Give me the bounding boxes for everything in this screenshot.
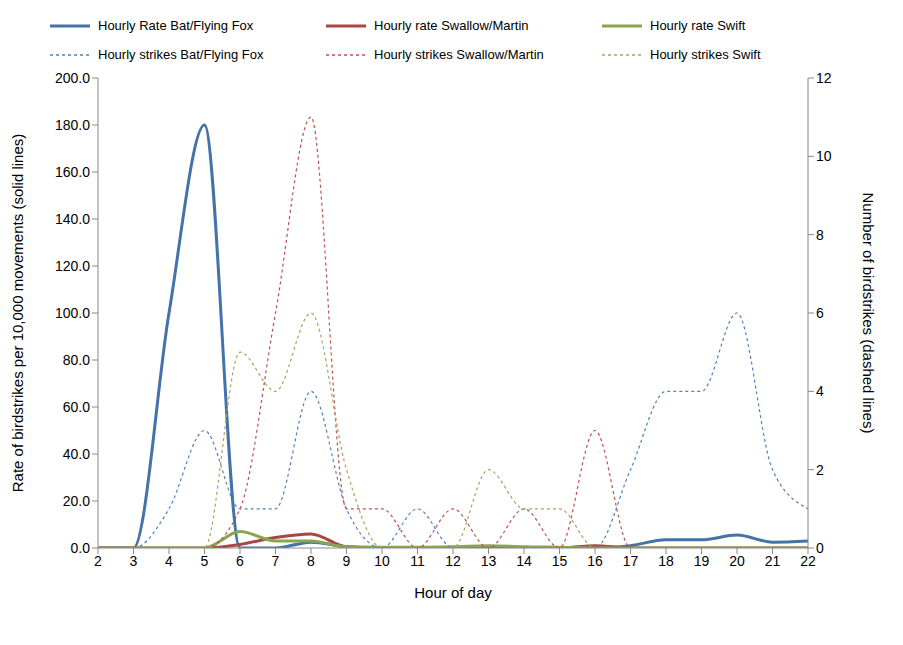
svg-text:12: 12	[816, 70, 832, 86]
svg-text:60.0: 60.0	[63, 399, 90, 415]
svg-text:0.0: 0.0	[71, 540, 91, 556]
svg-text:4: 4	[165, 553, 173, 569]
svg-text:17: 17	[623, 553, 639, 569]
svg-text:2: 2	[816, 462, 824, 478]
svg-text:11: 11	[410, 553, 425, 569]
svg-text:12: 12	[445, 553, 461, 569]
svg-text:180.0: 180.0	[55, 117, 90, 133]
svg-text:5: 5	[201, 553, 209, 569]
html-text:Hourly strikes Swallow/Martin: Hourly strikes Swallow/Martin	[374, 47, 544, 62]
html-text:Hourly Rate Bat/Flying Fox: Hourly Rate Bat/Flying Fox	[98, 18, 254, 33]
svg-text:200.0: 200.0	[55, 70, 90, 86]
svg-text:80.0: 80.0	[63, 352, 90, 368]
svg-text:10: 10	[374, 553, 390, 569]
svg-text:8: 8	[307, 553, 315, 569]
svg-text:20.0: 20.0	[63, 493, 90, 509]
svg-text:Rate of birdstrikes per 10,000: Rate of birdstrikes per 10,000 movements…	[9, 134, 26, 493]
svg-text:4: 4	[816, 383, 824, 399]
html-text:Hourly strikes Bat/Flying Fox: Hourly strikes Bat/Flying Fox	[98, 47, 264, 62]
svg-text:3: 3	[130, 553, 138, 569]
svg-text:140.0: 140.0	[55, 211, 90, 227]
svg-text:16: 16	[587, 553, 603, 569]
svg-text:2: 2	[94, 553, 102, 569]
svg-text:14: 14	[516, 553, 532, 569]
svg-text:Number of birdstrikes (dashed: Number of birdstrikes (dashed lines)	[860, 193, 877, 434]
svg-text:100.0: 100.0	[55, 305, 90, 321]
svg-text:19: 19	[694, 553, 710, 569]
svg-text:9: 9	[343, 553, 351, 569]
html-text:Hourly rate Swallow/Martin: Hourly rate Swallow/Martin	[374, 18, 529, 33]
svg-text:10: 10	[816, 148, 832, 164]
svg-text:Hour of day: Hour of day	[414, 584, 492, 601]
html-text:Hourly strikes Swift: Hourly strikes Swift	[650, 47, 761, 62]
svg-text:7: 7	[272, 553, 280, 569]
svg-text:15: 15	[552, 553, 568, 569]
svg-text:0: 0	[816, 540, 824, 556]
svg-text:13: 13	[481, 553, 497, 569]
svg-text:6: 6	[236, 553, 244, 569]
svg-text:22: 22	[800, 553, 816, 569]
svg-text:40.0: 40.0	[63, 446, 90, 462]
svg-text:20: 20	[729, 553, 745, 569]
svg-text:21: 21	[765, 553, 781, 569]
svg-text:6: 6	[816, 305, 824, 321]
svg-text:18: 18	[658, 553, 674, 569]
svg-text:120.0: 120.0	[55, 258, 90, 274]
html-text:Hourly rate Swift: Hourly rate Swift	[650, 18, 746, 33]
svg-text:8: 8	[816, 227, 824, 243]
svg-text:160.0: 160.0	[55, 164, 90, 180]
